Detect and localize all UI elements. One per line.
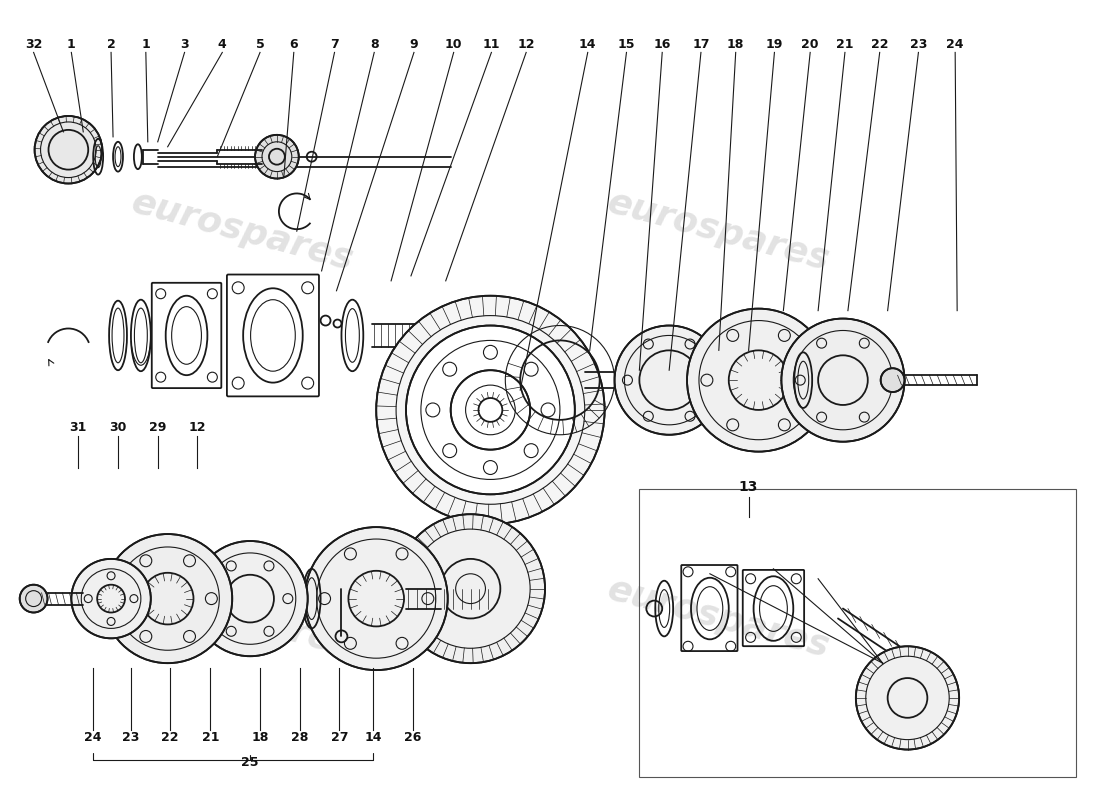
Circle shape (396, 514, 544, 663)
Text: 22: 22 (161, 731, 178, 744)
Text: 25: 25 (241, 756, 258, 769)
Text: 5: 5 (255, 38, 264, 51)
Circle shape (451, 370, 530, 450)
Text: 6: 6 (289, 38, 298, 51)
Text: 28: 28 (292, 731, 308, 744)
Text: 30: 30 (109, 422, 126, 434)
Text: 23: 23 (910, 38, 927, 51)
Text: 9: 9 (409, 38, 418, 51)
Text: 21: 21 (836, 38, 854, 51)
Text: 24: 24 (85, 731, 102, 744)
Circle shape (688, 309, 830, 452)
Text: eurospares: eurospares (128, 573, 358, 665)
Text: 14: 14 (579, 38, 596, 51)
Circle shape (406, 326, 575, 494)
Text: 21: 21 (201, 731, 219, 744)
Circle shape (881, 368, 904, 392)
Text: 3: 3 (180, 38, 189, 51)
Text: 17: 17 (692, 38, 710, 51)
Circle shape (856, 646, 959, 750)
Text: 8: 8 (370, 38, 378, 51)
Text: 2: 2 (107, 38, 116, 51)
Text: 22: 22 (871, 38, 889, 51)
Circle shape (20, 585, 47, 613)
Text: eurospares: eurospares (128, 185, 358, 277)
Text: 23: 23 (122, 731, 140, 744)
Circle shape (192, 541, 308, 656)
Circle shape (376, 296, 605, 524)
Text: 1: 1 (67, 38, 76, 51)
Text: 18: 18 (251, 731, 268, 744)
Circle shape (781, 318, 904, 442)
Text: 10: 10 (444, 38, 462, 51)
Text: 14: 14 (364, 731, 382, 744)
Bar (639, 490, 1076, 778)
Circle shape (255, 135, 299, 178)
Circle shape (34, 116, 102, 183)
Text: 11: 11 (483, 38, 500, 51)
Text: 15: 15 (618, 38, 635, 51)
Text: 7: 7 (330, 38, 339, 51)
Circle shape (305, 527, 448, 670)
Text: 12: 12 (189, 422, 206, 434)
Text: 27: 27 (331, 731, 349, 744)
Text: 19: 19 (766, 38, 783, 51)
Text: 4: 4 (218, 38, 227, 51)
Text: 18: 18 (727, 38, 745, 51)
Text: eurospares: eurospares (604, 573, 834, 665)
Text: 20: 20 (802, 38, 818, 51)
Text: 32: 32 (25, 38, 42, 51)
Text: 1: 1 (142, 38, 151, 51)
Text: 13: 13 (739, 480, 758, 494)
Text: 12: 12 (517, 38, 535, 51)
Circle shape (72, 559, 151, 638)
Text: 31: 31 (69, 422, 87, 434)
Text: 29: 29 (150, 422, 166, 434)
Text: 16: 16 (653, 38, 671, 51)
Text: eurospares: eurospares (604, 185, 834, 277)
Circle shape (103, 534, 232, 663)
Text: 24: 24 (946, 38, 964, 51)
Circle shape (615, 326, 724, 434)
Text: 26: 26 (405, 731, 421, 744)
